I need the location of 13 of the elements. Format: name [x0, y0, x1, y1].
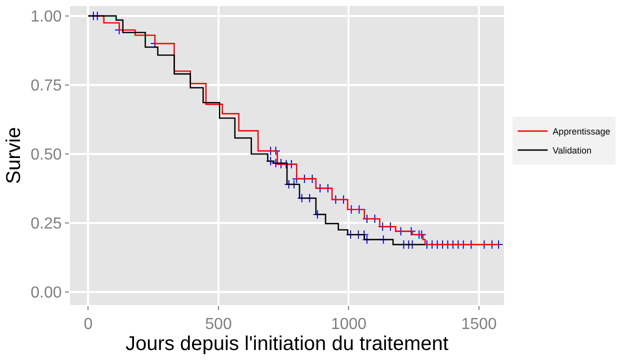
- x-tick-label: 1500: [461, 316, 497, 334]
- x-tick-label: 0: [84, 316, 93, 334]
- x-tick-label: 1000: [330, 316, 367, 334]
- y-tick-label: 0.75: [30, 78, 62, 95]
- y-tick-label: 1.00: [30, 8, 62, 26]
- y-axis-title: Survie: [3, 127, 26, 184]
- x-axis-title: Jours depuis l'initiation du traitement: [126, 333, 449, 356]
- x-tick-label: 500: [205, 316, 232, 334]
- y-tick-label: 0.00: [30, 284, 62, 302]
- legend-label: Apprentissage: [552, 126, 610, 137]
- y-tick-label: 0.50: [30, 146, 62, 164]
- legend-label: Validation: [552, 146, 592, 156]
- y-tick-label: 0.25: [30, 216, 62, 233]
